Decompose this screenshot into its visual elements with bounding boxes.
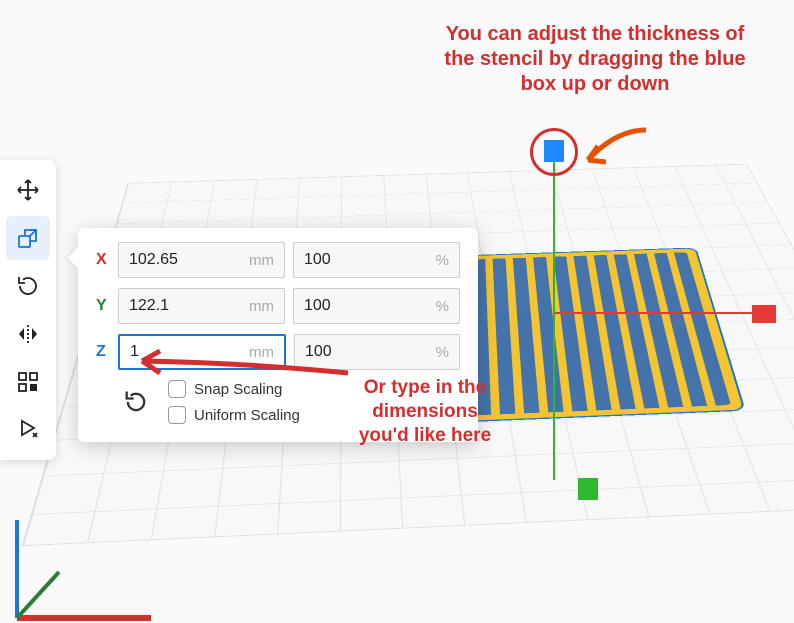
z-pct-value: 100 — [305, 343, 436, 361]
rotate-tool-button[interactable] — [6, 264, 50, 308]
y-mm-value: 122.1 — [129, 297, 249, 315]
scale-row-y: Y 122.1 mm 100 % — [96, 288, 460, 324]
left-toolbar — [0, 160, 56, 460]
scale-handle-z[interactable] — [544, 140, 564, 162]
reset-icon[interactable] — [122, 388, 150, 416]
scale-row-x: X 102.65 mm 100 % — [96, 242, 460, 278]
axis-label-y: Y — [96, 297, 110, 315]
scale-controls: Snap Scaling Uniform Scaling — [96, 380, 460, 424]
unit-mm: mm — [249, 298, 274, 315]
x-mm-value: 102.65 — [129, 251, 249, 269]
origin-axes-icon — [1, 502, 161, 622]
scale-panel: X 102.65 mm 100 % Y 122.1 mm 100 % Z 1 m… — [78, 228, 478, 442]
unit-pct: % — [436, 298, 449, 315]
unit-mm: mm — [249, 252, 274, 269]
z-mm-input[interactable]: 1 mm — [118, 334, 286, 370]
z-pct-input[interactable]: 100 % — [294, 334, 460, 370]
axis-guide-y — [553, 160, 555, 480]
mesh-tools-button[interactable] — [6, 360, 50, 404]
scale-row-z: Z 1 mm 100 % — [96, 334, 460, 370]
x-pct-value: 100 — [304, 251, 436, 269]
axis-guide-x — [555, 312, 755, 314]
panel-pointer — [67, 248, 78, 268]
x-pct-input[interactable]: 100 % — [293, 242, 460, 278]
axis-label-z: Z — [96, 343, 110, 361]
snap-scaling-label: Snap Scaling — [194, 381, 282, 398]
unit-mm: mm — [249, 344, 274, 361]
scale-handle-x[interactable] — [752, 305, 776, 323]
axis-label-x: X — [96, 251, 110, 269]
x-mm-input[interactable]: 102.65 mm — [118, 242, 285, 278]
checkbox-icon — [168, 406, 186, 424]
y-pct-input[interactable]: 100 % — [293, 288, 460, 324]
scale-handle-y[interactable] — [578, 478, 598, 500]
uniform-scaling-label: Uniform Scaling — [194, 407, 300, 424]
move-tool-button[interactable] — [6, 168, 50, 212]
uniform-scaling-checkbox[interactable]: Uniform Scaling — [168, 406, 300, 424]
scale-tool-button[interactable] — [6, 216, 50, 260]
y-mm-input[interactable]: 122.1 mm — [118, 288, 285, 324]
mirror-tool-button[interactable] — [6, 312, 50, 356]
snap-scaling-checkbox[interactable]: Snap Scaling — [168, 380, 300, 398]
unit-pct: % — [436, 252, 449, 269]
y-pct-value: 100 — [304, 297, 436, 315]
z-mm-value: 1 — [130, 343, 249, 361]
support-blocker-button[interactable] — [6, 408, 50, 452]
checkbox-icon — [168, 380, 186, 398]
unit-pct: % — [436, 344, 449, 361]
